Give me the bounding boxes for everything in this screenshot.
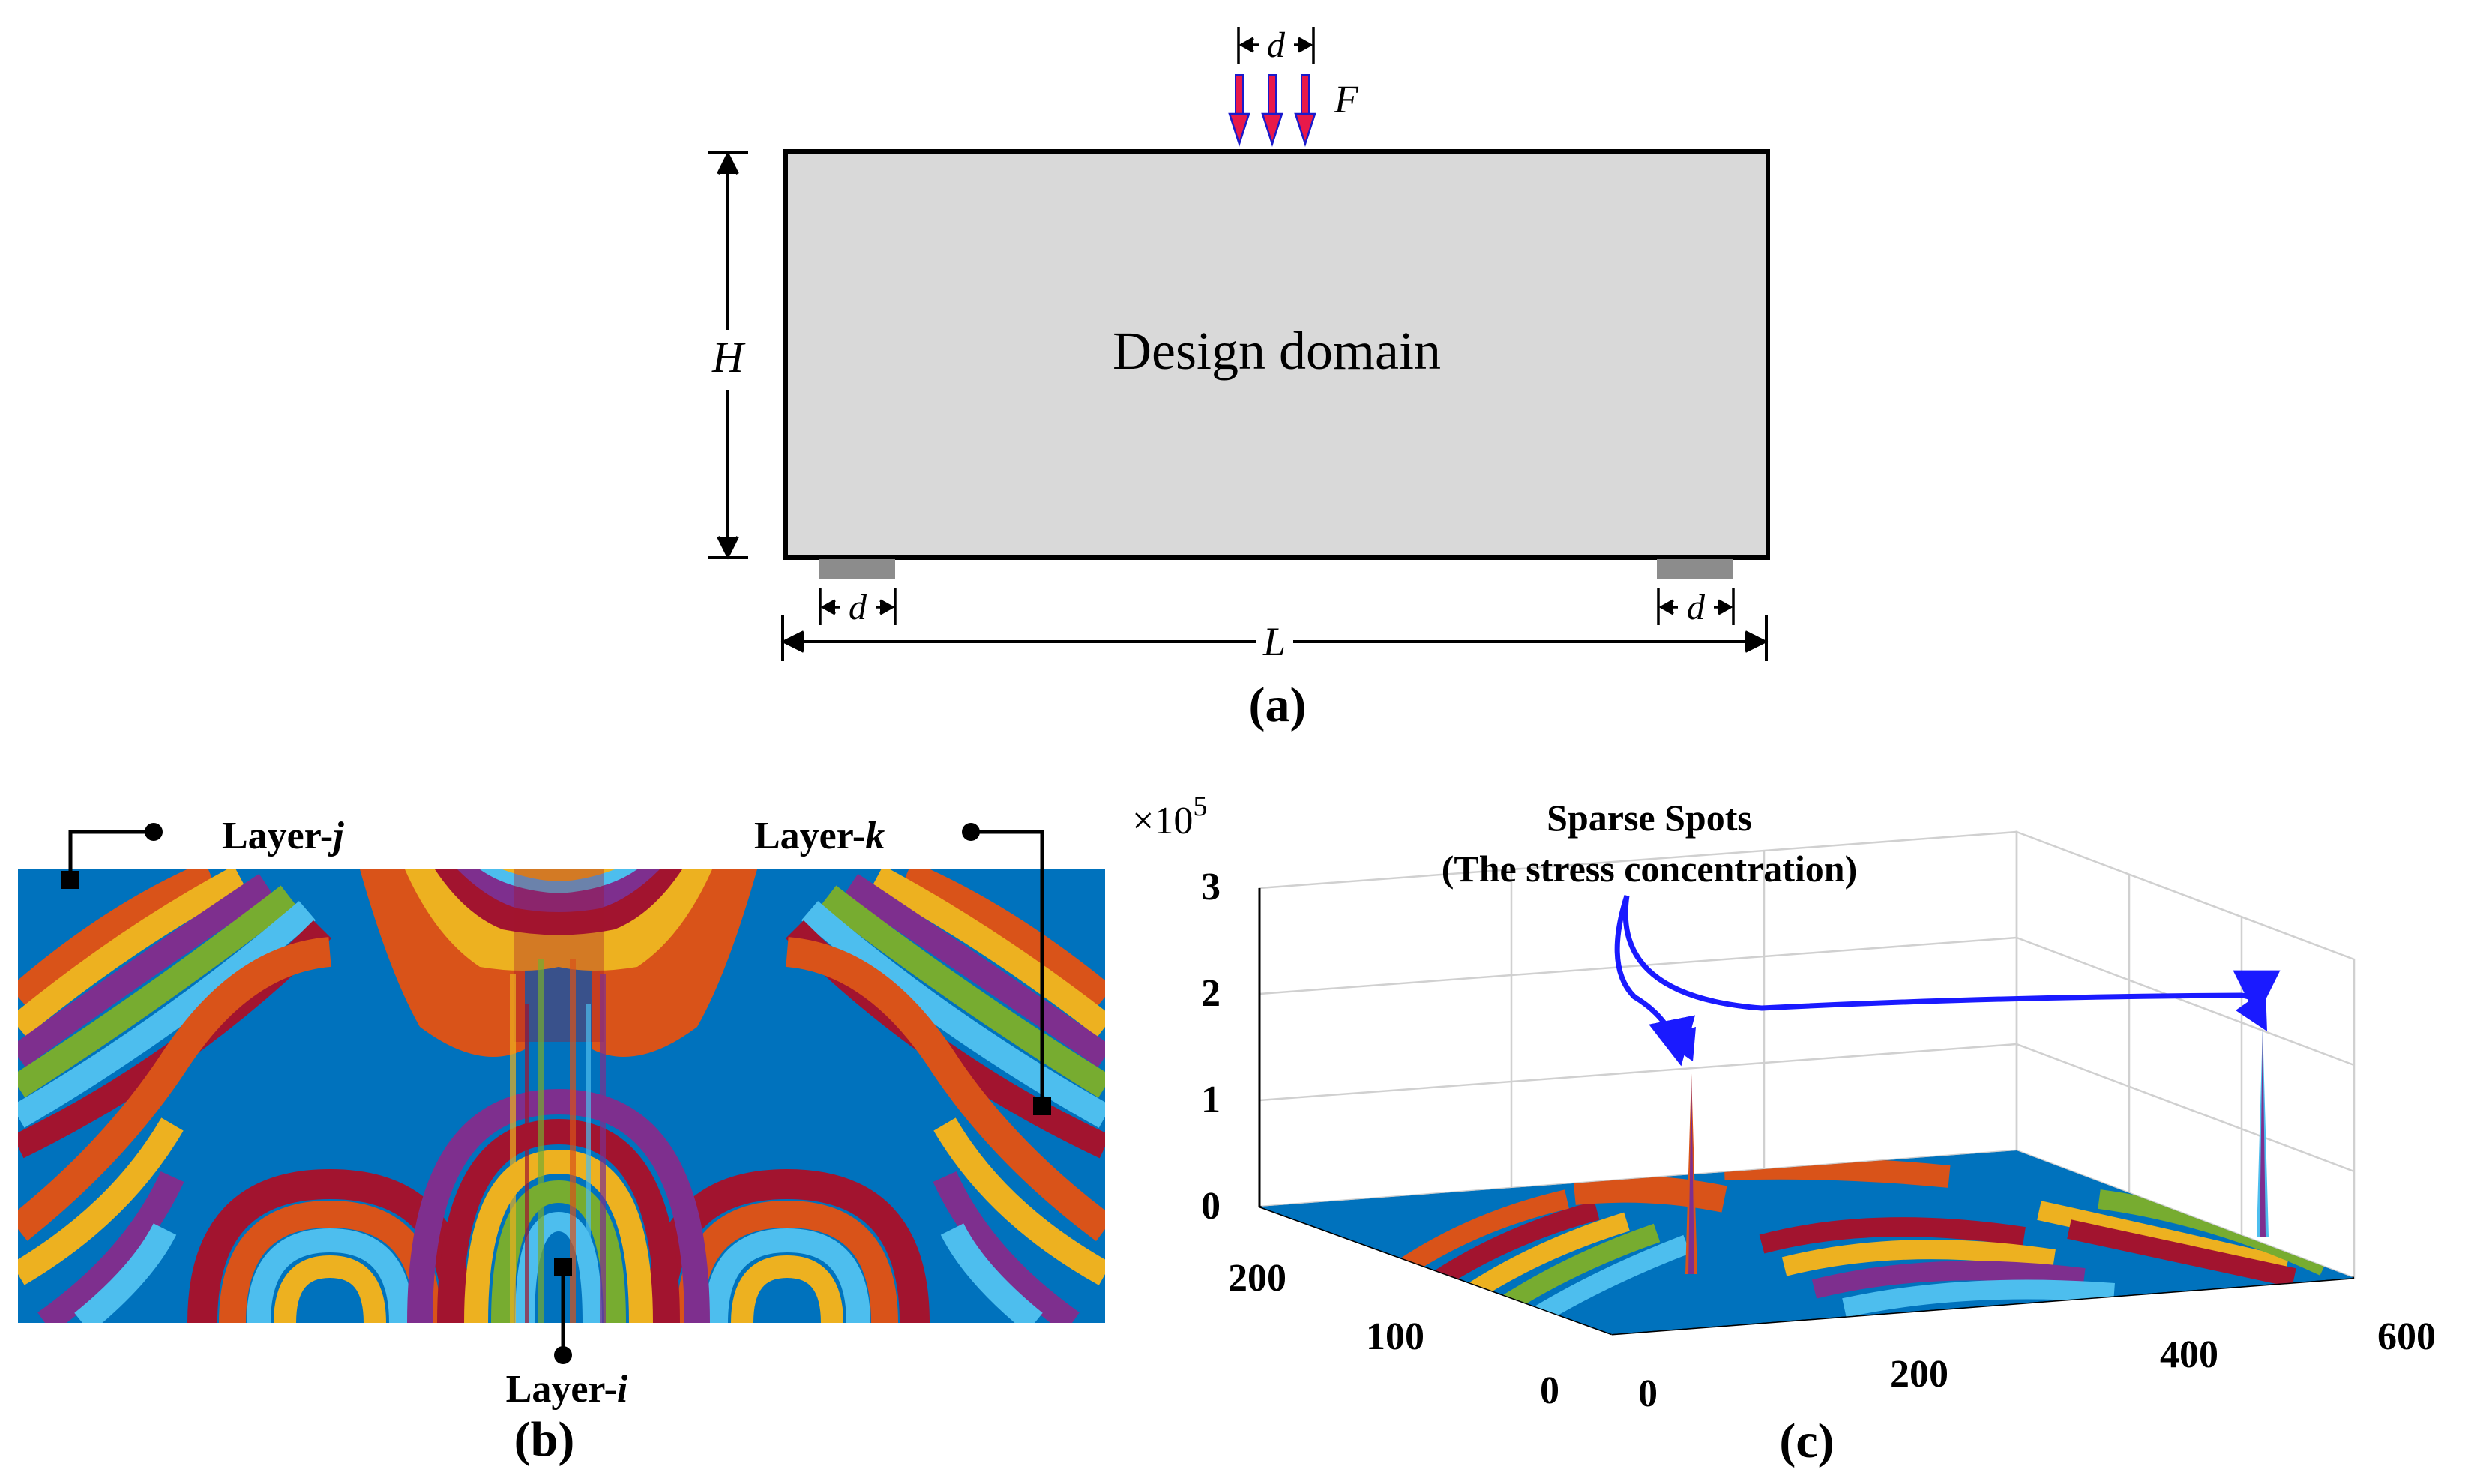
annotation-arrows <box>1614 894 2281 1067</box>
z-tick-label: 2 <box>1201 972 1221 1015</box>
panel-c-label: (c) <box>1779 1414 1834 1468</box>
z-tick-labels: 0 1 2 3 <box>1201 866 1221 1228</box>
panel-a-label: (a) <box>1249 678 1307 732</box>
layer-j-label: Layer-j <box>222 815 344 857</box>
panel-c: Sparse Spots (The stress concentration) … <box>1132 791 2436 1468</box>
layer-k-leader <box>971 830 1044 1106</box>
x-tick-label: 400 <box>2160 1333 2218 1376</box>
center-noise-strip <box>510 959 606 1323</box>
z-tick-label: 0 <box>1201 1185 1221 1228</box>
force-label: F <box>1334 79 1359 121</box>
height-label: H <box>711 333 746 381</box>
support-left-dimension <box>819 588 897 625</box>
z-tick-label: 3 <box>1201 866 1221 908</box>
stress-contour-map <box>18 869 1105 1323</box>
x-tick-labels: 0 200 400 600 <box>1638 1315 2436 1415</box>
load-width-label: d <box>1267 25 1286 65</box>
panel-b-label: (b) <box>514 1412 575 1467</box>
force-arrows <box>1228 74 1316 148</box>
z-scale-factor: ×105 <box>1132 791 1207 842</box>
panel-a: Design domain H L <box>708 25 1770 732</box>
arrow-heads <box>1658 989 2267 1061</box>
x-tick-label: 200 <box>1890 1353 1948 1396</box>
force-arrow <box>1261 74 1283 148</box>
bottom-arches <box>187 1088 930 1323</box>
panel-b: Layer-j Layer-k Layer-i (b) <box>18 815 1105 1467</box>
layer-k-marker <box>1033 1097 1051 1115</box>
load-width-dimension <box>1237 27 1315 64</box>
height-dimension <box>708 151 748 560</box>
right-band-fan <box>785 869 1105 1323</box>
support-left-d-label: d <box>849 588 867 627</box>
y-tick-label: 200 <box>1228 1257 1286 1300</box>
force-arrow <box>1294 74 1316 148</box>
z-tick-label: 1 <box>1201 1079 1221 1121</box>
layer-i-label: Layer-i <box>506 1368 628 1411</box>
support-right <box>1657 559 1733 579</box>
left-band-fan <box>18 869 332 1323</box>
annotation-subtitle: (The stress concentration) <box>1442 848 1858 890</box>
stress-spikes <box>1685 1027 2269 1274</box>
support-right-dimension <box>1657 588 1735 625</box>
design-domain <box>783 149 1770 560</box>
y-tick-label: 100 <box>1366 1315 1424 1358</box>
layer-j-dot <box>145 823 163 841</box>
layer-j-marker <box>61 871 79 889</box>
design-domain-label: Design domain <box>1113 321 1441 381</box>
support-right-d-label: d <box>1687 588 1706 627</box>
layer-i-marker <box>554 1258 572 1276</box>
layer-i-dot <box>554 1346 572 1364</box>
length-label: L <box>1262 619 1286 664</box>
layer-k-label: Layer-k <box>754 815 885 857</box>
layer-j-leader <box>68 830 154 877</box>
y-tick-labels: 0 100 200 <box>1228 1257 1559 1412</box>
force-arrow <box>1228 74 1250 148</box>
stress-surface <box>1259 1150 2354 1334</box>
top-center-bands <box>360 869 757 1057</box>
annotation-title: Sparse Spots <box>1547 797 1752 839</box>
layer-k-dot <box>962 823 980 841</box>
support-left <box>819 559 895 579</box>
x-tick-label: 0 <box>1638 1372 1658 1415</box>
length-dimension <box>780 615 1769 661</box>
x-tick-label: 600 <box>2377 1315 2436 1358</box>
y-tick-label: 0 <box>1540 1369 1559 1412</box>
